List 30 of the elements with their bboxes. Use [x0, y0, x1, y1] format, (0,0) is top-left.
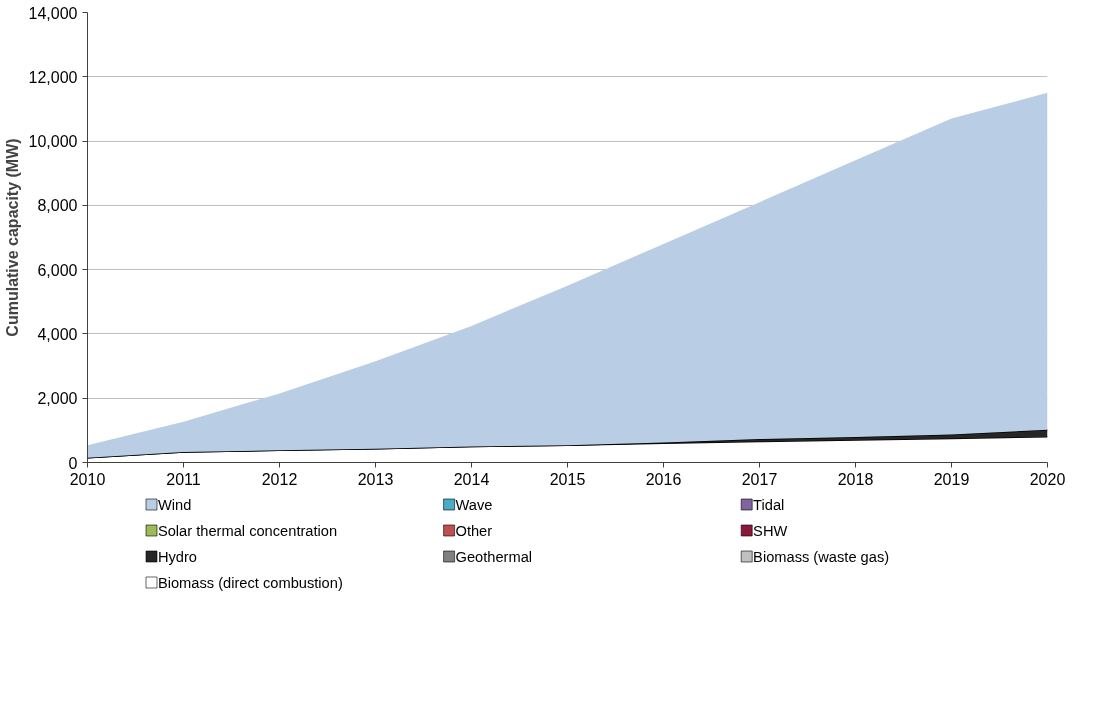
x-tick-label: 2010 — [69, 470, 106, 488]
x-tick-label: 2019 — [933, 470, 970, 488]
y-tick-label: 4,000 — [37, 325, 78, 343]
y-tick-label: 2,000 — [37, 390, 78, 408]
legend-label: Hydro — [157, 548, 198, 565]
x-tick-label: 2017 — [741, 470, 778, 488]
legend-label: Biomass (direct combustion) — [157, 574, 343, 591]
y-tick-label: 14,000 — [28, 4, 78, 22]
x-tick-label: 2012 — [261, 470, 298, 488]
y-axis-title: Cumulative capacity (MW) — [3, 138, 21, 337]
legend-label: Biomass (waste gas) — [753, 548, 890, 565]
legend-label: Tidal — [753, 496, 785, 513]
y-tick-label: 12,000 — [28, 68, 78, 86]
x-tick-label: 2011 — [166, 470, 201, 488]
x-tick-label: 2015 — [549, 470, 586, 488]
legend-label: Wave — [455, 496, 493, 513]
x-tick-label: 2016 — [645, 470, 682, 488]
y-tick-label: 6,000 — [37, 261, 78, 279]
legend-label: Wind — [157, 496, 192, 513]
legend-label: Geothermal — [455, 548, 533, 565]
y-tick-label: 8,000 — [37, 197, 78, 215]
x-tick-label: 2018 — [837, 470, 874, 488]
legend-label: Solar thermal concentration — [157, 522, 338, 539]
legend-label: SHW — [753, 522, 788, 539]
legend-label: Other — [455, 522, 493, 539]
x-tick-label: 2014 — [453, 470, 490, 488]
y-tick-label: 0 — [68, 454, 78, 472]
x-tick-label: 2020 — [1029, 470, 1066, 488]
x-tick-label: 2013 — [357, 470, 394, 488]
y-tick-label: 10,000 — [28, 133, 78, 151]
